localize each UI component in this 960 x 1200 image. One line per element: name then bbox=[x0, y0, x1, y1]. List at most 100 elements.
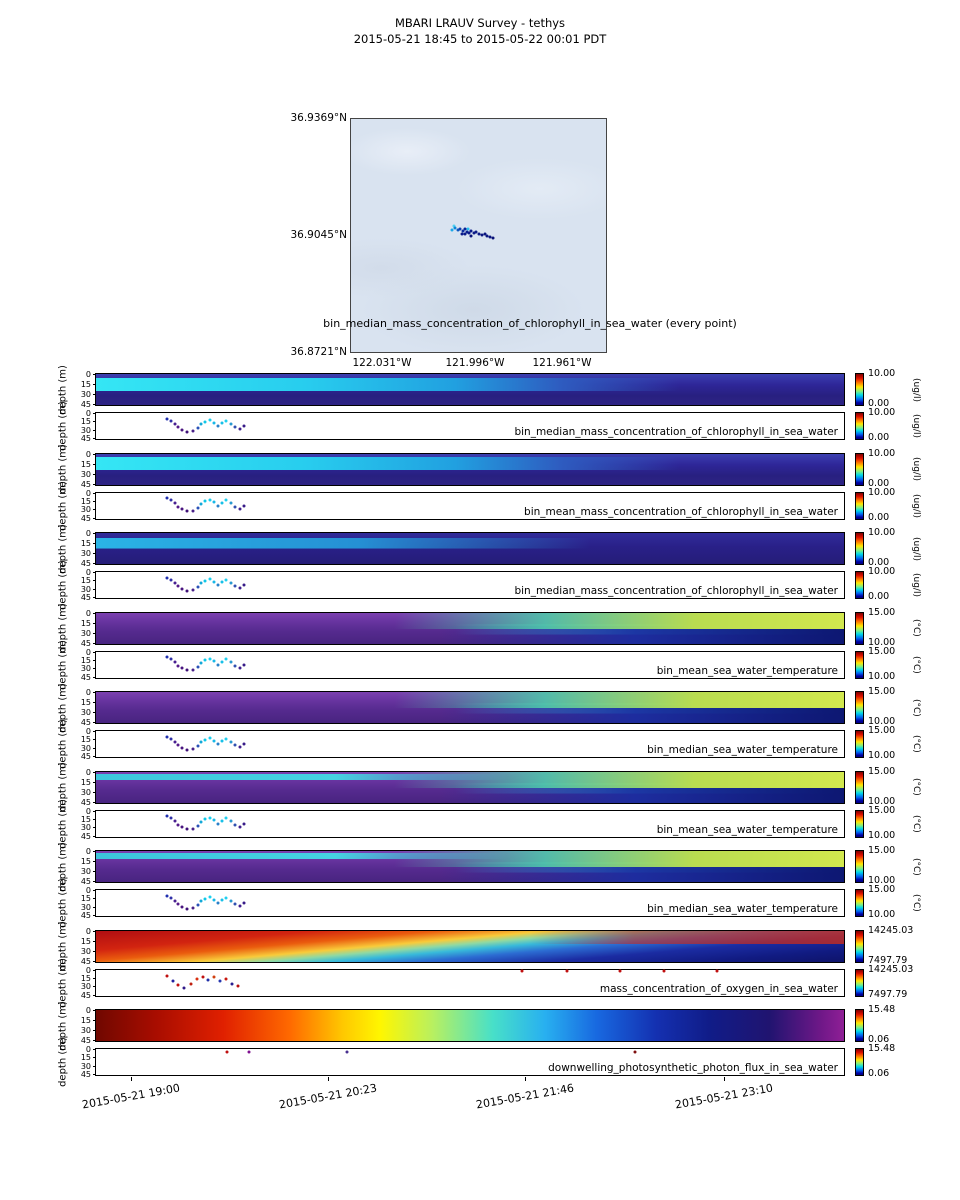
map-track-point bbox=[485, 234, 489, 237]
data-point bbox=[180, 507, 184, 511]
data-point bbox=[212, 500, 216, 504]
data-point bbox=[173, 501, 177, 505]
map-track-point bbox=[469, 234, 473, 237]
data-point bbox=[165, 417, 169, 421]
ytick-mark bbox=[93, 692, 96, 693]
data-point bbox=[224, 896, 228, 900]
ytick-label: 0 bbox=[85, 529, 91, 538]
depth-axis-label: depth (m) bbox=[57, 1037, 69, 1087]
ytick-mark bbox=[93, 930, 96, 932]
colorbar-min-label: 10.00 bbox=[868, 636, 896, 648]
ytick-label: 0 bbox=[85, 965, 91, 975]
ytick-label: 30 bbox=[80, 982, 91, 992]
ytick-label: 45 bbox=[80, 400, 91, 409]
data-point bbox=[176, 983, 180, 987]
data-point bbox=[180, 666, 184, 670]
data-point bbox=[220, 898, 224, 902]
ytick-label: 30 bbox=[80, 743, 91, 753]
ytick-label: 15 bbox=[80, 539, 91, 548]
colorbar-max-label: 10.00 bbox=[868, 566, 896, 577]
ytick-mark bbox=[93, 622, 96, 624]
colorbar-min-label: 0.00 bbox=[868, 511, 890, 523]
colorbar bbox=[855, 730, 864, 758]
data-point bbox=[224, 816, 228, 820]
ytick-label: 30 bbox=[80, 867, 91, 876]
data-point bbox=[208, 577, 212, 581]
data-point bbox=[189, 982, 193, 986]
colorbar-max-label: 15.00 bbox=[868, 884, 896, 895]
ytick-label: 0 bbox=[85, 926, 91, 936]
ytick-mark bbox=[93, 1010, 96, 1011]
data-point bbox=[224, 419, 228, 423]
data-point bbox=[180, 428, 184, 432]
ytick-mark bbox=[93, 731, 96, 732]
scatter-panel: 0 15 30 45 depth (m) bin_median_mass_concentr… bbox=[57, 560, 845, 610]
data-point bbox=[520, 969, 524, 973]
data-point bbox=[212, 739, 216, 743]
ytick-mark bbox=[93, 374, 96, 375]
data-point bbox=[229, 501, 233, 505]
scatter-panel: 0 15 30 45 depth (m) bin_median_mass_concentr… bbox=[57, 401, 845, 451]
ytick-label: 45 bbox=[80, 1070, 91, 1079]
data-point bbox=[233, 425, 237, 429]
scatter-series-label: bin_mean_sea_water_temperature bbox=[656, 823, 838, 836]
data-point bbox=[233, 505, 237, 509]
data-point bbox=[185, 430, 189, 434]
ytick-label: 45 bbox=[80, 434, 91, 443]
data-point bbox=[191, 827, 195, 831]
ytick-label: 15 bbox=[80, 576, 91, 586]
ytick-label: 30 bbox=[80, 469, 91, 479]
ytick-label: 30 bbox=[80, 584, 91, 594]
ytick-mark bbox=[93, 1065, 96, 1067]
data-point bbox=[206, 978, 210, 982]
ytick-label: 0 bbox=[85, 886, 91, 895]
colorbar-min-label: 10.00 bbox=[868, 670, 896, 682]
data-point bbox=[229, 581, 233, 585]
ytick-label: 15 bbox=[80, 618, 91, 628]
colorbar-max-label: 14245.03 bbox=[868, 963, 914, 975]
ytick-mark bbox=[93, 835, 96, 837]
colorbar-unit-label: (°C) bbox=[911, 619, 921, 637]
colorbar-unit-label: (ug/l) bbox=[911, 457, 921, 481]
colorbar-min-label: 10.00 bbox=[868, 909, 896, 920]
ytick-mark bbox=[93, 940, 96, 942]
ytick-label: 45 bbox=[80, 752, 91, 761]
colorbar-min-label: 0.00 bbox=[868, 591, 890, 602]
data-point bbox=[233, 664, 237, 668]
ytick-label: 45 bbox=[80, 593, 91, 602]
data-point bbox=[169, 578, 173, 582]
colorbar-max-label: 10.00 bbox=[868, 527, 896, 538]
map-track-point bbox=[452, 224, 455, 228]
data-point bbox=[169, 498, 173, 502]
scatter-series-label: downwelling_photosynthetic_photon_flux_i… bbox=[548, 1062, 838, 1074]
data-point bbox=[196, 744, 200, 748]
ytick-mark bbox=[93, 1040, 96, 1041]
heatmap-panel: 0 15 30 45 depth (m) bbox=[57, 365, 845, 414]
ytick-label: 30 bbox=[80, 708, 91, 717]
ytick-mark bbox=[93, 404, 96, 405]
ytick-mark bbox=[93, 881, 96, 882]
scatter-series-label: bin_median_mass_concentration_of_chlorop… bbox=[514, 585, 838, 597]
data-point bbox=[220, 501, 224, 505]
colorbar-max-label: 15.00 bbox=[868, 686, 896, 697]
data-point bbox=[165, 894, 169, 898]
ytick-mark bbox=[93, 580, 96, 582]
colorbar bbox=[855, 650, 864, 679]
ytick-mark bbox=[93, 801, 96, 803]
data-point bbox=[662, 969, 666, 973]
data-point bbox=[220, 421, 224, 425]
map-track-point bbox=[465, 230, 469, 234]
ytick-mark bbox=[93, 871, 96, 872]
map-track-point bbox=[456, 228, 460, 232]
colorbar bbox=[855, 850, 864, 883]
ytick-label: 15 bbox=[80, 496, 91, 506]
colorbar-unit-label: (°C) bbox=[911, 814, 921, 833]
colorbar-unit-label: (°C) bbox=[911, 655, 921, 674]
data-point bbox=[176, 823, 180, 827]
colorbar-min-label: 10.00 bbox=[868, 829, 896, 841]
ytick-mark bbox=[93, 659, 96, 661]
map-lat-label-mid: 36.9045°N bbox=[290, 229, 347, 241]
scatter-series-label: mass_concentration_of_oxygen_in_sea_wate… bbox=[599, 982, 838, 995]
colorbar-min-label: 7497.79 bbox=[868, 954, 908, 966]
map-track-point bbox=[477, 232, 481, 236]
